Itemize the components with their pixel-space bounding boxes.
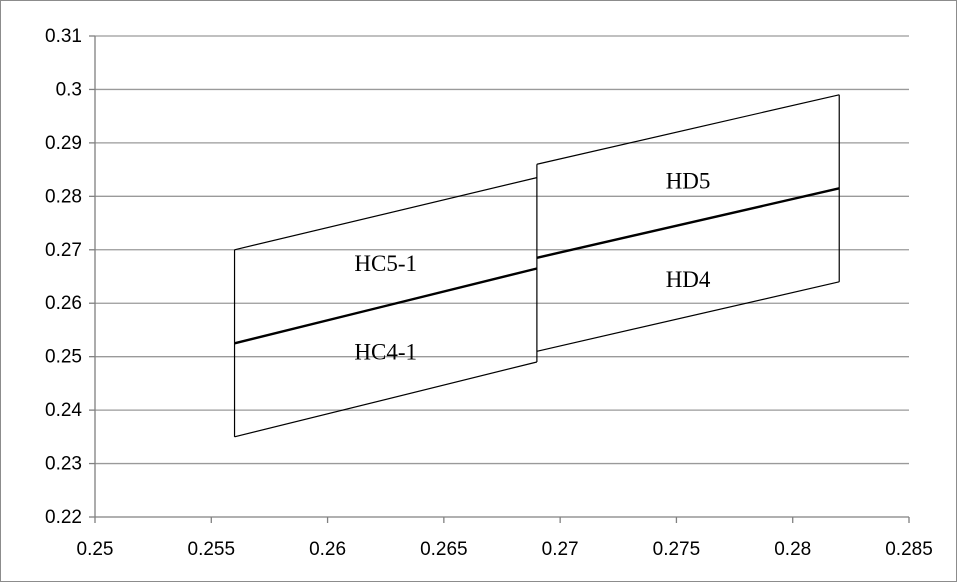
y-tick-label: 0.28	[45, 186, 82, 207]
series-line	[536, 187, 840, 259]
region-label: HD5	[666, 168, 711, 193]
y-tick-label: 0.31	[45, 26, 82, 47]
y-tick-label: 0.23	[45, 454, 82, 475]
region-label: HD4	[666, 267, 711, 292]
x-tick-label: 0.28	[774, 539, 811, 560]
series-line	[536, 94, 840, 165]
axes	[89, 35, 910, 523]
x-tick-label: 0.27	[542, 539, 579, 560]
x-tick-label: 0.275	[653, 539, 701, 560]
region-label: HC5-1	[354, 251, 417, 276]
series-line	[234, 361, 538, 438]
y-tick-label: 0.22	[45, 507, 82, 528]
series-line	[234, 267, 538, 345]
x-tick-label: 0.25	[77, 539, 114, 560]
series-line	[234, 177, 538, 251]
y-tick-labels: 0.22 0.23 0.24 0.25 0.26 0.27 0.28 0.29 0.3 0.31	[45, 26, 82, 528]
x-tick-label: 0.255	[188, 539, 236, 560]
gridlines	[95, 35, 909, 465]
series-lines	[233, 94, 840, 438]
y-tick-label: 0.25	[45, 347, 82, 368]
y-tick-label: 0.3	[56, 79, 82, 100]
region-label: HC4-1	[354, 339, 417, 364]
y-tick-label: 0.29	[45, 133, 82, 154]
x-tick-label: 0.285	[885, 539, 933, 560]
region-labels: HC5-1 HC4-1 HD5 HD4	[354, 168, 711, 364]
series-line	[536, 281, 840, 352]
y-tick-label: 0.24	[45, 400, 82, 421]
y-tick-label: 0.26	[45, 293, 82, 314]
x-tick-labels: 0.25 0.255 0.26 0.265 0.27 0.275 0.28 0.285	[77, 539, 933, 560]
x-tick-label: 0.26	[309, 539, 346, 560]
y-tick-label: 0.27	[45, 240, 82, 261]
x-tick-label: 0.265	[420, 539, 468, 560]
